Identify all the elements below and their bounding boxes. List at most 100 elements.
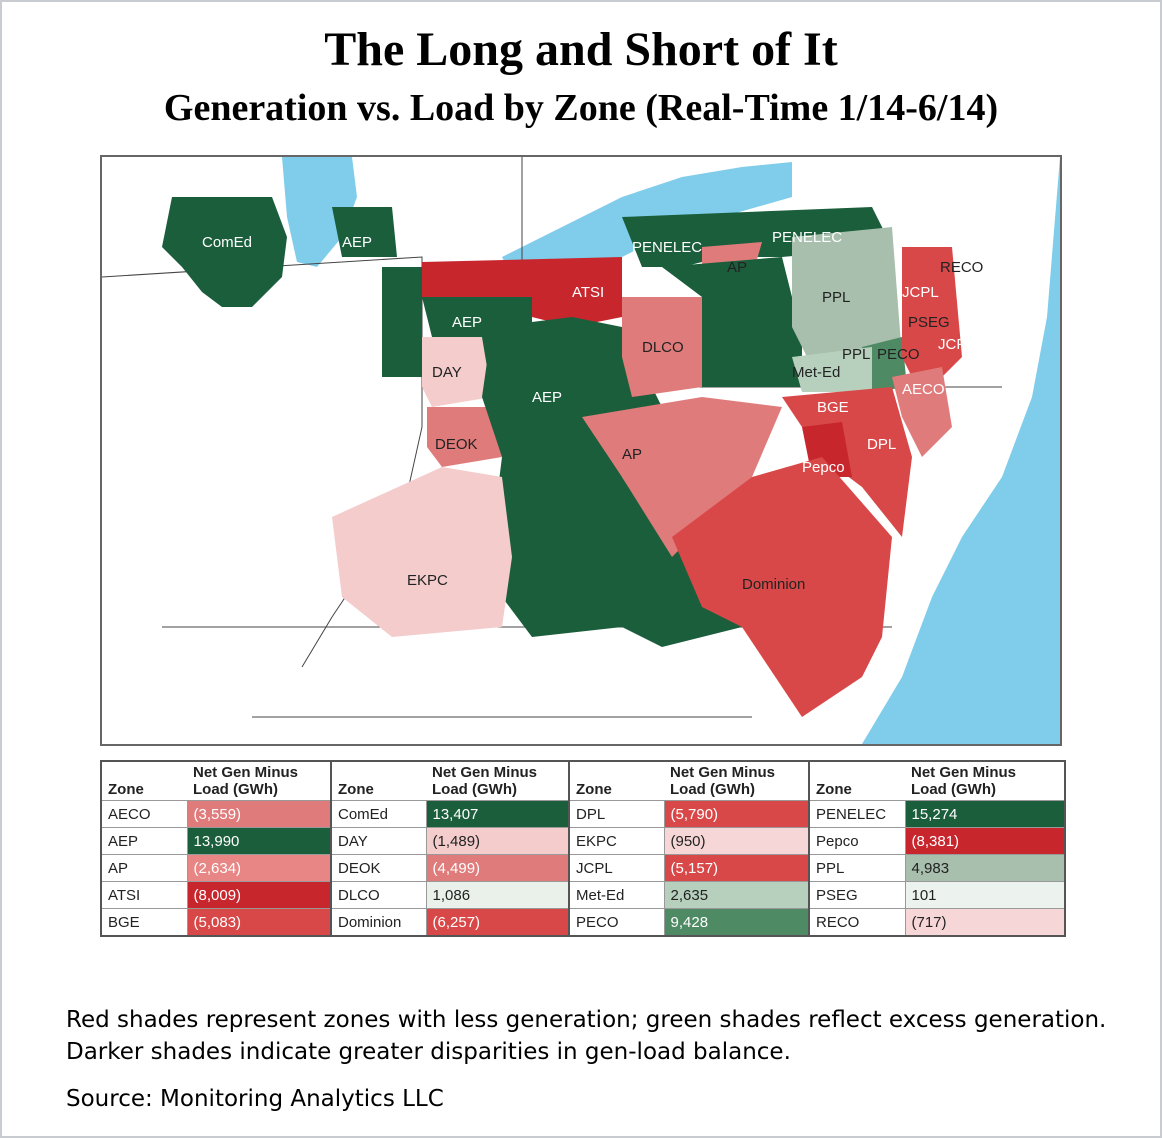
header-value-1: Net Gen Minus Load (GWh) [193,764,299,798]
zone-value-cell: 101 [904,881,1065,909]
header-zone-2: Zone [330,761,426,801]
zone-met-ed [792,347,872,392]
zone-name-cell: AP [101,854,187,882]
map-label-ppl-1: PPL [822,289,850,306]
zone-value-cell: 13,990 [186,827,331,855]
map-label-ap-2: AP [622,446,642,463]
zone-name-cell: Dominion [330,908,426,936]
map-label-ppl-2: PPL [842,346,870,363]
map-label-aep-3: AEP [532,389,562,406]
zone-name-cell: AEP [101,827,187,855]
map-label-ekpc: EKPC [407,572,448,589]
zone-value-cell: (5,157) [663,854,809,882]
zone-value-cell: (5,790) [663,800,809,828]
map-label-met-ed: Met-Ed [792,364,840,381]
zone-name-cell: BGE [101,908,187,936]
zone-map: ComEd AEP AEP AEP ATSI PENELEC PENELEC A… [100,155,1062,746]
map-label-jcpl-2: JCPL [938,336,975,353]
header-value-2: Net Gen Minus Load (GWh) [432,764,538,798]
page-subtitle: Generation vs. Load by Zone (Real-Time 1… [163,87,999,129]
zone-name-cell: DEOK [330,854,426,882]
zone-value-cell: 2,635 [663,881,809,909]
zone-aep-north [332,207,397,257]
zone-value-cell: 13,407 [425,800,569,828]
zone-jcpl [902,247,962,397]
header-zone-4: Zone [808,761,905,801]
map-label-dpl: DPL [867,436,896,453]
zone-value-cell: (3,559) [186,800,331,828]
zone-table-body: AECO (3,559) ComEd 13,407 DPL (5,790) PENELEC 1… [101,800,1065,936]
zone-name-cell: PPL [808,854,905,882]
header-zone-3: Zone [568,761,664,801]
zone-day [422,337,492,407]
map-label-dominion: Dominion [742,576,805,593]
map-label-penelec-1: PENELEC [632,239,702,256]
zone-value-cell: (717) [904,908,1065,936]
zone-value-cell: 1,086 [425,881,569,909]
table-row: AEP 13,990 DAY (1,489) EKPC (950) Pepco (8,381) [101,827,1065,855]
header-zone-1: Zone [108,781,144,798]
header-value-3: Net Gen Minus Load (GWh) [670,764,776,798]
map-label-deok: DEOK [435,436,478,453]
map-label-aep-1: AEP [342,234,372,251]
table-row: BGE (5,083) Dominion (6,257) PECO 9,428 RECO (7… [101,908,1065,936]
zone-ppl [792,227,902,367]
map-label-pseg: PSEG [908,314,950,331]
zone-value-cell: (5,083) [186,908,331,936]
map-label-comed: ComEd [202,234,252,251]
zone-name-cell: AECO [101,800,187,828]
zone-table: Zone Net Gen Minus Load (GWh) Zone Net Ge… [100,760,1066,937]
ocean-water [862,157,1060,744]
zone-name-cell: Met-Ed [568,881,664,909]
zone-name-cell: EKPC [568,827,664,855]
zone-ap-south [582,397,782,557]
map-label-ap-1: AP [727,259,747,276]
zone-aep-central [482,317,742,647]
map-label-penelec-2: PENELEC [772,229,842,246]
map-label-pepco: Pepco [802,459,845,476]
zone-name-cell: ATSI [101,881,187,909]
zone-name-cell: DLCO [330,881,426,909]
zone-value-cell: 15,274 [904,800,1065,828]
zone-table-header: Zone Net Gen Minus Load (GWh) Zone Net Ge… [101,761,1065,801]
caption: Red shades represent zones with less gen… [66,1007,1107,1065]
zone-value-cell: 9,428 [663,908,809,936]
map-label-bge: BGE [817,399,849,416]
map-label-aeco: AECO [902,381,945,398]
zone-name-cell: ComEd [330,800,426,828]
zone-name-cell: PENELEC [808,800,905,828]
map-label-reco: RECO [940,259,983,276]
zone-value-cell: (2,634) [186,854,331,882]
zone-dominion [672,457,892,717]
zone-deok [427,407,502,467]
table-row: AP (2,634) DEOK (4,499) JCPL (5,157) PPL 4,983 [101,854,1065,882]
map-label-day: DAY [432,364,462,381]
zone-value-cell: (4,499) [425,854,569,882]
header-value-4: Net Gen Minus Load (GWh) [911,764,1017,798]
map-label-dlco: DLCO [642,339,684,356]
zone-aep-indiana [382,267,422,377]
zone-name-cell: DAY [330,827,426,855]
zone-ekpc [332,467,512,637]
zone-value-cell: (8,009) [186,881,331,909]
zone-value-cell: (8,381) [904,827,1065,855]
page-title: The Long and Short of It [324,23,838,76]
lake-michigan-water [282,157,357,267]
zone-comed [162,197,287,307]
zone-name-cell: PECO [568,908,664,936]
zone-name-cell: DPL [568,800,664,828]
zone-name-cell: JCPL [568,854,664,882]
map-label-atsi: ATSI [572,284,604,301]
zone-name-cell: PSEG [808,881,905,909]
map-label-peco: PECO [877,346,920,363]
table-row: AECO (3,559) ComEd 13,407 DPL (5,790) PENELEC 1… [101,800,1065,828]
zone-value-cell: (1,489) [425,827,569,855]
table-row: ATSI (8,009) DLCO 1,086 Met-Ed 2,635 PSEG 101 [101,881,1065,909]
zone-value-cell: (950) [663,827,809,855]
zone-aeco [892,367,952,457]
zone-value-cell: 4,983 [904,854,1065,882]
map-label-jcpl-1: JCPL [902,284,939,301]
zone-atsi [422,257,622,327]
zone-name-cell: Pepco [808,827,905,855]
zone-name-cell: RECO [808,908,905,936]
